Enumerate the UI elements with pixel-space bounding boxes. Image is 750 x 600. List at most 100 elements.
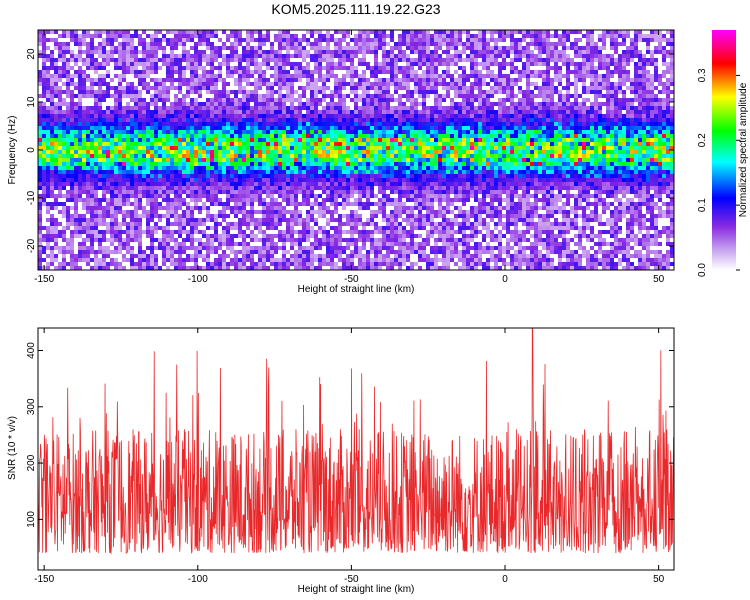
heatmap-cell — [514, 58, 519, 63]
heatmap-cell — [494, 30, 499, 35]
heatmap-cell — [58, 86, 63, 91]
heatmap-cell — [426, 74, 431, 79]
heatmap-cell — [70, 154, 75, 159]
heatmap-cell — [446, 114, 451, 119]
heatmap-cell — [258, 150, 263, 155]
heatmap-cell — [618, 106, 623, 111]
heatmap-cell — [250, 154, 255, 159]
heatmap-cell — [426, 62, 431, 67]
heatmap-cell — [494, 86, 499, 91]
heatmap-cell — [462, 74, 467, 79]
heatmap-cell — [422, 134, 427, 139]
heatmap-cell — [422, 78, 427, 83]
heatmap-cell — [202, 70, 207, 75]
heatmap-cell — [294, 74, 299, 79]
heatmap-cell — [590, 30, 595, 35]
heatmap-cell — [182, 154, 187, 159]
heatmap-cell — [606, 70, 611, 75]
heatmap-cell — [438, 86, 443, 91]
heatmap-cell — [350, 146, 355, 151]
heatmap-cell — [494, 134, 499, 139]
heatmap-cell — [58, 114, 63, 119]
heatmap-cell — [618, 66, 623, 71]
heatmap-cell — [494, 58, 499, 63]
heatmap-cell — [114, 54, 119, 59]
heatmap-cell — [574, 142, 579, 147]
heatmap-cell — [358, 122, 363, 127]
heatmap-cell — [478, 38, 483, 43]
heatmap-cell — [190, 54, 195, 59]
heatmap-cell — [450, 134, 455, 139]
heatmap-cell — [82, 38, 87, 43]
heatmap-cell — [278, 154, 283, 159]
heatmap-cell — [522, 62, 527, 67]
heatmap-cell — [74, 150, 79, 155]
heatmap-cell — [382, 34, 387, 39]
heatmap-cell — [602, 94, 607, 99]
heatmap-cell — [282, 66, 287, 71]
heatmap-cell — [382, 38, 387, 43]
heatmap-cell — [486, 34, 491, 39]
heatmap-cell — [654, 54, 659, 59]
heatmap-cell — [378, 102, 383, 107]
heatmap-cell — [306, 86, 311, 91]
heatmap-cell — [98, 38, 103, 43]
heatmap-cell — [154, 50, 159, 55]
heatmap-cell — [238, 30, 243, 35]
heatmap-cell — [114, 102, 119, 107]
heatmap-cell — [654, 62, 659, 67]
heatmap-cell — [466, 50, 471, 55]
heatmap-cell — [162, 46, 167, 51]
heatmap-cell — [234, 62, 239, 67]
heatmap-cell — [258, 102, 263, 107]
heatmap-cell — [546, 50, 551, 55]
heatmap-cell — [286, 90, 291, 95]
heatmap-cell — [78, 142, 83, 147]
heatmap-cell — [82, 114, 87, 119]
heatmap-cell — [562, 54, 567, 59]
heatmap-cell — [306, 146, 311, 151]
heatmap-cell — [286, 142, 291, 147]
heatmap-cell — [70, 38, 75, 43]
heatmap-cell — [450, 126, 455, 131]
heatmap-cell — [322, 54, 327, 59]
heatmap-cell — [566, 110, 571, 115]
heatmap-cell — [550, 54, 555, 59]
heatmap-cell — [578, 38, 583, 43]
heatmap-cell — [582, 62, 587, 67]
heatmap-cell — [106, 146, 111, 151]
heatmap-cell — [430, 106, 435, 111]
heatmap-cell — [534, 122, 539, 127]
heatmap-cell — [638, 114, 643, 119]
heatmap-cell — [114, 62, 119, 67]
heatmap-cell — [542, 38, 547, 43]
heatmap-cell — [434, 114, 439, 119]
heatmap-cell — [506, 122, 511, 127]
heatmap-cell — [510, 114, 515, 119]
heatmap-cell — [474, 62, 479, 67]
heatmap-cell — [638, 66, 643, 71]
heatmap-cell — [442, 82, 447, 87]
heatmap-cell — [574, 86, 579, 91]
heatmap-cell — [502, 70, 507, 75]
heatmap-cell — [490, 126, 495, 131]
heatmap-cell — [554, 150, 559, 155]
heatmap-cell — [90, 66, 95, 71]
heatmap-cell — [46, 138, 51, 143]
heatmap-cell — [530, 110, 535, 115]
heatmap-cell — [142, 86, 147, 91]
heatmap-cell — [358, 82, 363, 87]
heatmap-cell — [594, 78, 599, 83]
heatmap-cell — [454, 114, 459, 119]
heatmap-cell — [426, 82, 431, 87]
heatmap-cell — [646, 30, 651, 35]
heatmap-cell — [138, 74, 143, 79]
heatmap-cell — [38, 54, 43, 59]
heatmap-cell — [614, 130, 619, 135]
heatmap-cell — [658, 78, 663, 83]
heatmap-cell — [50, 74, 55, 79]
heatmap-cell — [478, 58, 483, 63]
heatmap-cell — [462, 106, 467, 111]
heatmap-cell — [494, 78, 499, 83]
heatmap-cell — [370, 142, 375, 147]
